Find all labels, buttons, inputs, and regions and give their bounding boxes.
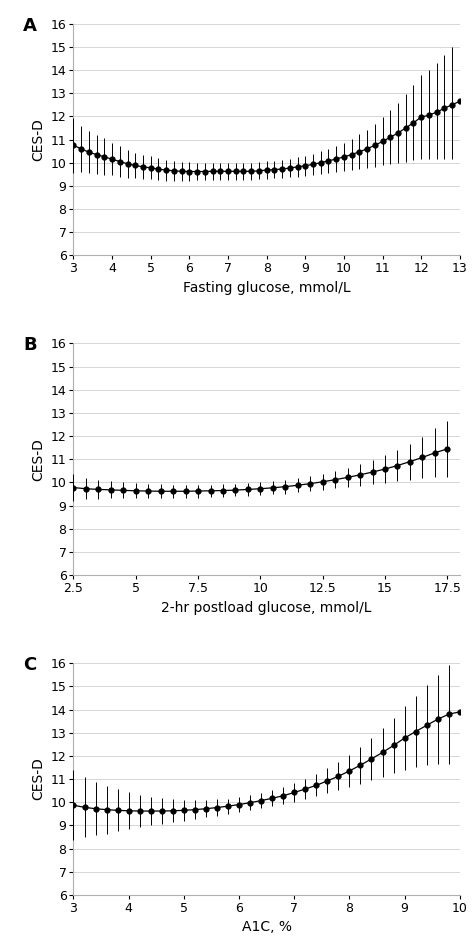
X-axis label: 2-hr postload glucose, mmol/L: 2-hr postload glucose, mmol/L	[161, 600, 372, 615]
Y-axis label: CES-D: CES-D	[31, 758, 45, 800]
Text: C: C	[23, 656, 36, 674]
Text: A: A	[23, 17, 37, 35]
Text: B: B	[23, 336, 37, 354]
Y-axis label: CES-D: CES-D	[31, 118, 45, 161]
X-axis label: A1C, %: A1C, %	[242, 920, 292, 935]
Y-axis label: CES-D: CES-D	[31, 438, 45, 481]
X-axis label: Fasting glucose, mmol/L: Fasting glucose, mmol/L	[183, 281, 350, 295]
